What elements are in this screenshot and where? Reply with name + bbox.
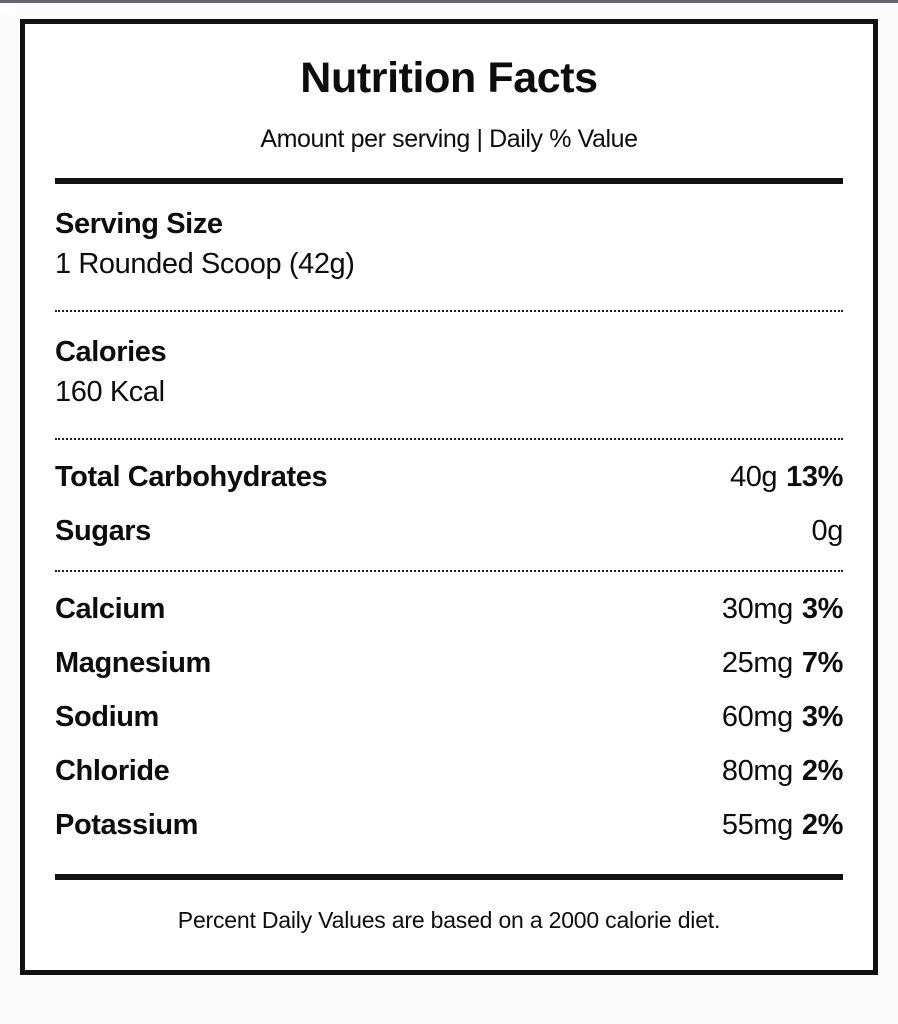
nutrient-amount: 60mg [721, 701, 793, 733]
nutrient-row-potassium: Potassium 55mg 2% [55, 798, 843, 852]
nutrient-daily-value: 2% [801, 809, 844, 841]
nutrient-value: 55mg 2% [722, 798, 843, 852]
nutrient-amount: 30mg [721, 593, 793, 625]
nutrient-daily-value: 7% [801, 647, 844, 679]
nutrient-value: 80mg 2% [722, 744, 843, 798]
nutrient-daily-value: 3% [801, 593, 844, 625]
nutrient-row-calcium: Calcium 30mg 3% [55, 582, 843, 636]
nutrition-facts-panel: Nutrition Facts Amount per serving | Dai… [20, 19, 878, 975]
nutrient-value: 30mg 3% [722, 582, 843, 636]
nutrient-value: 0g [811, 504, 844, 558]
serving-size-value: 1 Rounded Scoop (42g) [55, 248, 355, 280]
nutrient-row-chloride: Chloride 80mg 2% [55, 744, 843, 798]
nutrient-name: Calcium [55, 593, 166, 625]
thick-rule-top [55, 178, 843, 184]
dotted-divider [55, 310, 843, 312]
mineral-rows: Calcium 30mg 3% Magnesium 25mg 7% Sodium 6… [55, 582, 843, 852]
nutrient-row-sodium: Sodium 60mg 3% [55, 690, 843, 744]
nutrient-daily-value: 2% [801, 755, 844, 787]
serving-size-section: Serving Size 1 Rounded Scoop (42g) [55, 204, 843, 284]
carbohydrate-rows: Total Carbohydrates 40g 13% Sugars 0g [55, 450, 843, 558]
panel-subtitle: Amount per serving | Daily % Value [260, 125, 638, 153]
nutrient-amount: 0g [811, 515, 844, 547]
nutrient-daily-value: 13% [786, 461, 843, 493]
nutrient-row-sugars: Sugars 0g [55, 504, 843, 558]
nutrient-name: Potassium [55, 809, 199, 841]
nutrient-value: 40g 13% [730, 450, 843, 504]
nutrient-name: Sugars [55, 515, 151, 547]
nutrient-amount: 40g [729, 461, 778, 493]
daily-value-footnote: Percent Daily Values are based on a 2000… [177, 907, 721, 933]
nutrient-name: Total Carbohydrates [55, 461, 328, 493]
dotted-divider [55, 438, 843, 440]
thick-rule-bottom [55, 874, 843, 880]
calories-section: Calories 160 Kcal [55, 332, 843, 412]
dotted-divider [55, 570, 843, 572]
nutrient-name: Sodium [55, 701, 159, 733]
nutrient-amount: 55mg [721, 809, 793, 841]
nutrient-amount: 80mg [721, 755, 793, 787]
nutrient-name: Chloride [55, 755, 170, 787]
nutrient-value: 60mg 3% [722, 690, 843, 744]
nutrient-value: 25mg 7% [722, 636, 843, 690]
nutrient-row-total-carbohydrates: Total Carbohydrates 40g 13% [55, 450, 843, 504]
calories-value: 160 Kcal [55, 376, 165, 408]
nutrient-amount: 25mg [721, 647, 793, 679]
nutrient-name: Magnesium [55, 647, 211, 679]
window-top-bar [0, 0, 898, 3]
nutrient-row-magnesium: Magnesium 25mg 7% [55, 636, 843, 690]
nutrient-daily-value: 3% [801, 701, 844, 733]
calories-heading: Calories [55, 336, 167, 368]
panel-title: Nutrition Facts [300, 54, 598, 102]
top-left-corner-patch [0, 3, 15, 15]
serving-size-heading: Serving Size [55, 208, 223, 240]
